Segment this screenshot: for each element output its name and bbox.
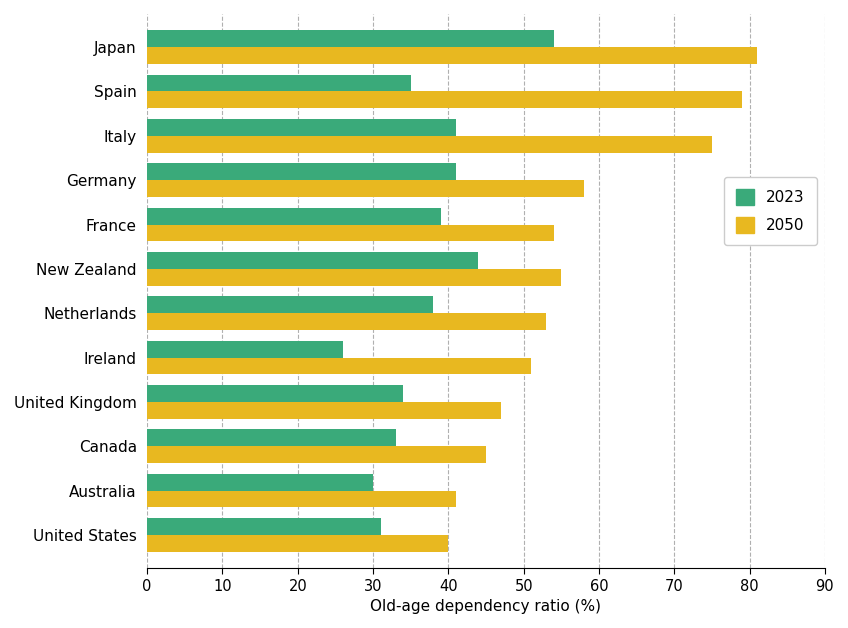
Bar [148, 119, 456, 136]
Bar [148, 357, 531, 374]
Bar [148, 30, 554, 47]
Bar [148, 47, 757, 64]
Bar [148, 269, 561, 286]
Bar [148, 385, 403, 402]
Bar [148, 136, 711, 153]
Bar [148, 535, 449, 552]
X-axis label: Old-age dependency ratio (%): Old-age dependency ratio (%) [371, 599, 601, 614]
Legend: 2023, 2050: 2023, 2050 [723, 176, 817, 246]
Bar [148, 208, 441, 224]
Bar [148, 447, 486, 463]
Bar [148, 490, 456, 507]
Bar [148, 163, 456, 180]
Bar [148, 296, 433, 313]
Bar [148, 518, 381, 535]
Bar [148, 340, 343, 357]
Bar [148, 180, 584, 197]
Bar [148, 402, 501, 419]
Bar [148, 430, 396, 447]
Bar [148, 252, 478, 269]
Bar [148, 313, 546, 330]
Bar [148, 224, 554, 241]
Bar [148, 92, 742, 109]
Bar [148, 474, 373, 490]
Bar [148, 75, 410, 92]
